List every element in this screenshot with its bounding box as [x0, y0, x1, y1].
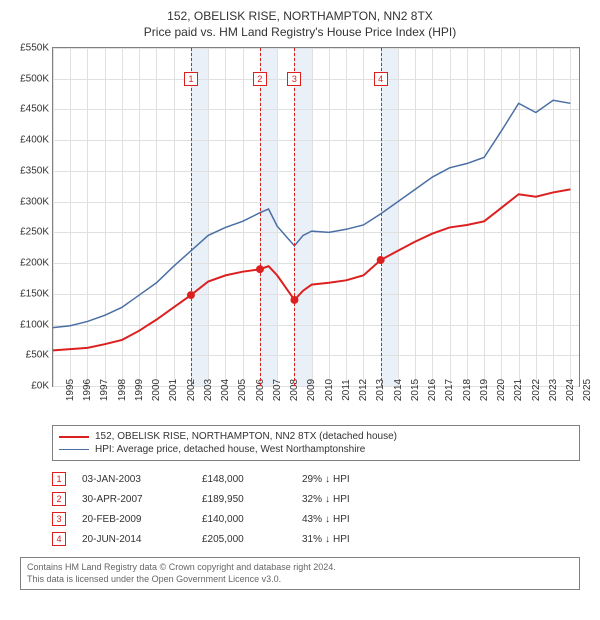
- chart-subtitle: Price paid vs. HM Land Registry's House …: [10, 25, 590, 39]
- transaction-vline: [294, 48, 295, 386]
- footer-line2: This data is licensed under the Open Gov…: [27, 574, 573, 586]
- line-layer: [53, 48, 579, 386]
- transaction-marker: 2: [253, 72, 267, 86]
- footer-attribution: Contains HM Land Registry data © Crown c…: [20, 557, 580, 590]
- legend-swatch: [59, 436, 89, 438]
- ytick-label: £100K: [20, 319, 49, 330]
- ytick-label: £550K: [20, 43, 49, 54]
- footer-line1: Contains HM Land Registry data © Crown c…: [27, 562, 573, 574]
- transaction-row-marker: 3: [52, 512, 66, 526]
- transaction-price: £140,000: [202, 514, 302, 525]
- series-property: [53, 189, 570, 350]
- transaction-price: £148,000: [202, 474, 302, 485]
- transaction-marker: 3: [287, 72, 301, 86]
- legend-row: 152, OBELISK RISE, NORTHAMPTON, NN2 8TX …: [59, 430, 573, 443]
- transaction-row: 4 20-JUN-2014£205,00031%↓HPI: [52, 529, 580, 549]
- ytick-label: £0K: [31, 381, 49, 392]
- transaction-date: 20-FEB-2009: [82, 514, 202, 525]
- transaction-marker: 1: [184, 72, 198, 86]
- transaction-row-marker: 4: [52, 532, 66, 546]
- transaction-marker: 4: [374, 72, 388, 86]
- ytick-label: £250K: [20, 227, 49, 238]
- ytick-label: £500K: [20, 73, 49, 84]
- transaction-diff: 31%↓HPI: [302, 534, 350, 545]
- ytick-label: £50K: [26, 350, 49, 361]
- ytick-label: £450K: [20, 104, 49, 115]
- transaction-diff-pct: 43%: [302, 514, 322, 525]
- chart-title: 152, OBELISK RISE, NORTHAMPTON, NN2 8TX: [10, 9, 590, 23]
- arrow-down-icon: ↓: [325, 534, 330, 545]
- transaction-diff-pct: 29%: [302, 474, 322, 485]
- transaction-diff-vs: HPI: [333, 514, 350, 525]
- transaction-date: 03-JAN-2003: [82, 474, 202, 485]
- legend-row: HPI: Average price, detached house, West…: [59, 443, 573, 456]
- chart-area: £0K£50K£100K£150K£200K£250K£300K£350K£40…: [52, 47, 580, 387]
- transaction-diff-vs: HPI: [333, 534, 350, 545]
- transaction-diff: 43%↓HPI: [302, 514, 350, 525]
- legend-label: HPI: Average price, detached house, West…: [95, 444, 365, 455]
- transaction-row: 1 03-JAN-2003£148,00029%↓HPI: [52, 469, 580, 489]
- transaction-row-marker: 1: [52, 472, 66, 486]
- xtick-label: 2025: [570, 379, 593, 401]
- legend-swatch: [59, 449, 89, 450]
- transaction-date: 30-APR-2007: [82, 494, 202, 505]
- legend-label: 152, OBELISK RISE, NORTHAMPTON, NN2 8TX …: [95, 431, 397, 442]
- transaction-row: 3 20-FEB-2009£140,00043%↓HPI: [52, 509, 580, 529]
- transaction-price: £205,000: [202, 534, 302, 545]
- arrow-down-icon: ↓: [325, 474, 330, 485]
- chart-container: 152, OBELISK RISE, NORTHAMPTON, NN2 8TX …: [0, 0, 600, 620]
- transaction-diff-vs: HPI: [333, 474, 350, 485]
- transaction-vline: [191, 48, 192, 386]
- ytick-label: £400K: [20, 135, 49, 146]
- transaction-diff-pct: 32%: [302, 494, 322, 505]
- ytick-label: £200K: [20, 258, 49, 269]
- transaction-diff-pct: 31%: [302, 534, 322, 545]
- ytick-label: £300K: [20, 196, 49, 207]
- transaction-row: 2 30-APR-2007£189,95032%↓HPI: [52, 489, 580, 509]
- legend: 152, OBELISK RISE, NORTHAMPTON, NN2 8TX …: [52, 425, 580, 461]
- arrow-down-icon: ↓: [325, 514, 330, 525]
- transactions-table: 103-JAN-2003£148,00029%↓HPI230-APR-2007£…: [52, 469, 580, 549]
- arrow-down-icon: ↓: [325, 494, 330, 505]
- transaction-diff-vs: HPI: [333, 494, 350, 505]
- ytick-label: £350K: [20, 165, 49, 176]
- transaction-diff: 29%↓HPI: [302, 474, 350, 485]
- transaction-vline: [381, 48, 382, 386]
- transaction-row-marker: 2: [52, 492, 66, 506]
- ytick-label: £150K: [20, 288, 49, 299]
- transaction-date: 20-JUN-2014: [82, 534, 202, 545]
- transaction-vline: [260, 48, 261, 386]
- transaction-price: £189,950: [202, 494, 302, 505]
- plot-region: £0K£50K£100K£150K£200K£250K£300K£350K£40…: [52, 47, 580, 387]
- transaction-diff: 32%↓HPI: [302, 494, 350, 505]
